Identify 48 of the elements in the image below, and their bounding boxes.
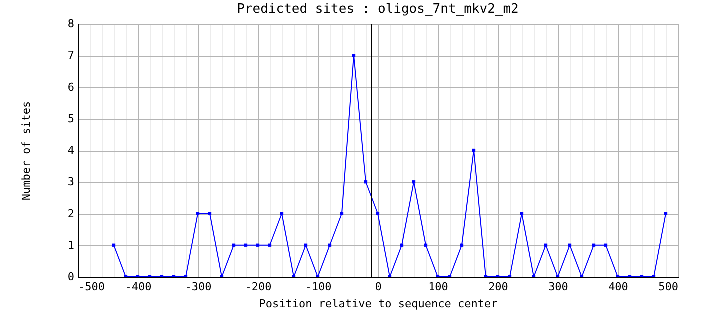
x-tick-label: 400 xyxy=(608,280,628,294)
point xyxy=(412,180,416,184)
x-tick-label: -500 xyxy=(78,280,105,294)
point xyxy=(364,180,368,184)
point xyxy=(244,244,248,247)
y-tick-label: 3 xyxy=(68,176,74,189)
y-tick-label: 6 xyxy=(68,80,74,94)
point xyxy=(256,244,260,247)
point xyxy=(544,244,548,247)
y-tick-label: 5 xyxy=(68,112,74,126)
point xyxy=(304,244,308,247)
point xyxy=(328,244,332,247)
y-tick-label: 0 xyxy=(68,270,74,284)
x-tick-label: 0 xyxy=(375,280,382,294)
x-tick-label: 500 xyxy=(658,280,678,294)
x-axis-title: Position relative to sequence center xyxy=(259,298,498,310)
point xyxy=(520,212,524,216)
point xyxy=(280,212,284,216)
point xyxy=(424,244,428,247)
point xyxy=(208,212,212,216)
x-tick-label: 300 xyxy=(548,280,568,294)
point xyxy=(664,212,668,216)
line-series xyxy=(112,54,668,277)
point xyxy=(592,244,596,247)
y-tick-label: 2 xyxy=(68,207,74,220)
y-tick-label: 4 xyxy=(68,144,75,157)
point xyxy=(340,212,344,216)
point xyxy=(196,212,200,216)
y-tick-label: 7 xyxy=(68,49,74,62)
point xyxy=(268,244,272,247)
point xyxy=(568,244,572,247)
point xyxy=(232,244,236,247)
x-tick-label: -300 xyxy=(185,280,212,294)
point xyxy=(112,244,116,247)
y-tick-label: 8 xyxy=(68,18,74,30)
point xyxy=(376,212,380,216)
y-axis-title: Number of sites xyxy=(20,101,33,201)
chart-title: Predicted sites : oligos_7nt_mkv2_m2 xyxy=(237,2,519,17)
x-tick-label: -100 xyxy=(305,280,332,294)
point xyxy=(604,244,608,247)
point xyxy=(472,148,476,152)
x-tick-label: 200 xyxy=(488,280,508,294)
x-tick-label: -200 xyxy=(245,280,272,294)
point xyxy=(460,244,464,247)
x-tick-label: 100 xyxy=(428,280,448,294)
point xyxy=(400,244,404,247)
y-tick-label: 1 xyxy=(68,238,74,252)
x-tick-label: -400 xyxy=(125,280,152,294)
